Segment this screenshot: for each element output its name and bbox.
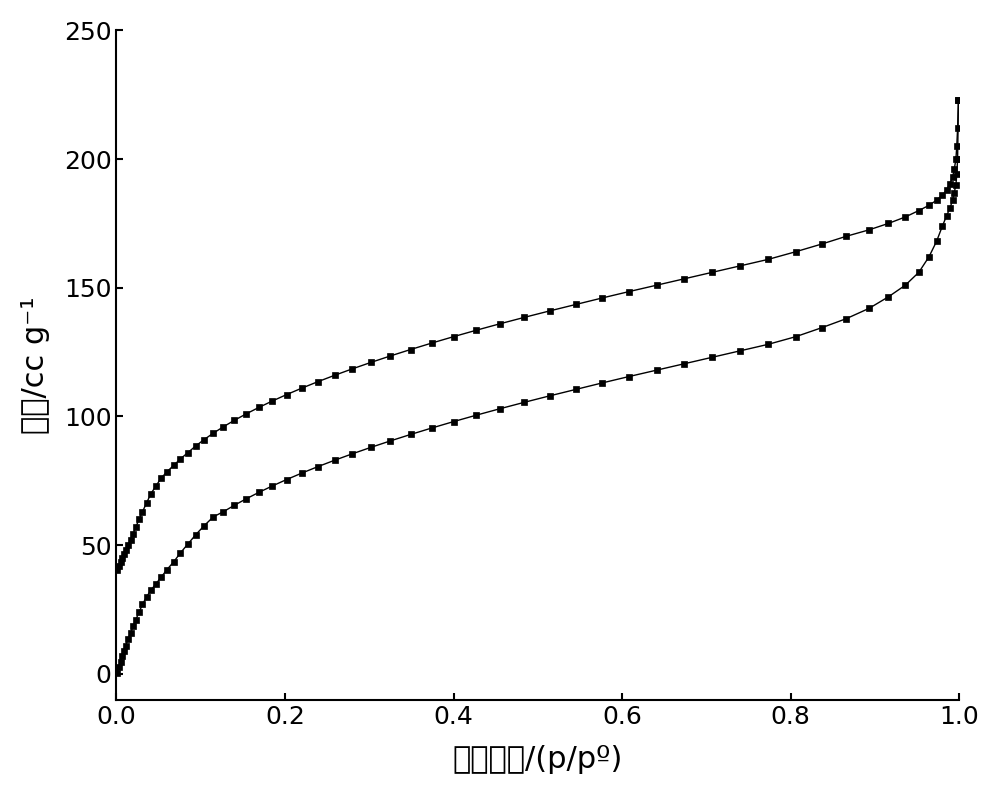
Y-axis label: 孔容/cc g⁻¹: 孔容/cc g⁻¹ xyxy=(21,297,50,434)
X-axis label: 相对压力/(p/pº): 相对压力/(p/pº) xyxy=(453,745,623,774)
